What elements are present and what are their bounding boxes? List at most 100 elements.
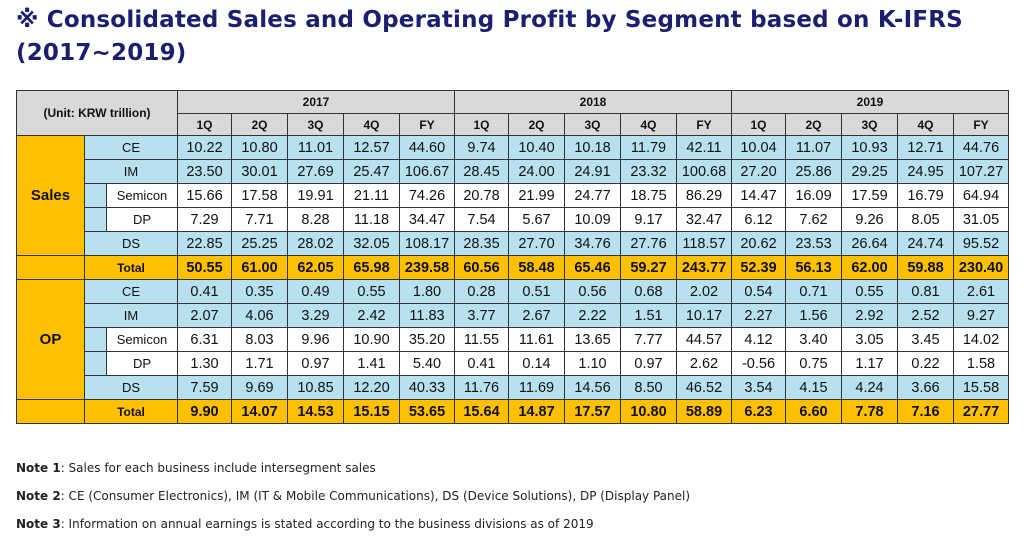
value-cell: 11.55 — [454, 327, 509, 352]
value-cell: 7.16 — [897, 399, 954, 424]
value-cell: 3.77 — [454, 303, 509, 328]
value-cell: 32.05 — [343, 231, 400, 256]
value-cell: 0.35 — [231, 279, 288, 304]
value-cell: 62.05 — [287, 255, 344, 280]
value-cell: 2.52 — [897, 303, 954, 328]
unit-label: (Unit: KRW trillion) — [16, 90, 178, 136]
value-cell: 24.00 — [508, 159, 565, 184]
value-cell: 20.62 — [731, 231, 786, 256]
value-cell: 59.27 — [620, 255, 677, 280]
period-header: FY — [399, 113, 455, 136]
value-cell: 27.70 — [508, 231, 565, 256]
value-cell: 1.41 — [343, 351, 400, 376]
year-header: 2017 — [177, 90, 455, 114]
value-cell: 58.48 — [508, 255, 565, 280]
value-cell: 35.20 — [399, 327, 455, 352]
value-cell: 17.59 — [841, 183, 898, 208]
value-cell: 7.29 — [177, 207, 232, 232]
row-label: Semicon — [106, 183, 178, 208]
value-cell: 3.45 — [897, 327, 954, 352]
value-cell: 17.57 — [564, 399, 621, 424]
period-header: 3Q — [564, 113, 621, 136]
value-cell: 19.91 — [287, 183, 344, 208]
period-header: 2Q — [785, 113, 842, 136]
note-text: : Information on annual earnings is stat… — [60, 517, 594, 531]
value-cell: 28.02 — [287, 231, 344, 256]
value-cell: 52.39 — [731, 255, 786, 280]
value-cell: 14.47 — [731, 183, 786, 208]
value-cell: 16.09 — [785, 183, 842, 208]
value-cell: 118.57 — [676, 231, 732, 256]
table-row: DS 7.59 9.69 10.85 12.20 40.33 11.76 11.69 14.56… — [17, 375, 1009, 400]
value-cell: 65.98 — [343, 255, 400, 280]
period-header: 4Q — [343, 113, 400, 136]
value-cell: 2.02 — [676, 279, 732, 304]
value-cell: 24.74 — [897, 231, 954, 256]
value-cell: 7.71 — [231, 207, 288, 232]
value-cell: 27.20 — [731, 159, 786, 184]
note-3: Note 3: Information on annual earnings i… — [16, 516, 1016, 544]
row-label: DP — [106, 207, 178, 232]
note-label: Note 2 — [16, 489, 61, 503]
value-cell: 0.71 — [785, 279, 842, 304]
value-cell: 32.47 — [676, 207, 732, 232]
period-header: 2Q — [508, 113, 565, 136]
value-cell: 28.35 — [454, 231, 509, 256]
period-header: 3Q — [287, 113, 344, 136]
value-cell: 25.47 — [343, 159, 400, 184]
value-cell: 27.76 — [620, 231, 677, 256]
table-row: OP CE 0.41 0.35 0.49 0.55 1.80 0.28 0.51 0.56 0.68… — [16, 279, 1009, 400]
total-spacer — [16, 255, 85, 280]
value-cell: 44.76 — [953, 135, 1009, 160]
value-cell: 0.49 — [287, 279, 344, 304]
value-cell: 11.01 — [287, 135, 344, 160]
value-cell: 5.67 — [508, 207, 565, 232]
value-cell: 1.71 — [231, 351, 288, 376]
value-cell: 10.18 — [564, 135, 621, 160]
value-cell: 10.22 — [177, 135, 232, 160]
value-cell: 10.04 — [731, 135, 786, 160]
value-cell: 58.89 — [676, 399, 732, 424]
value-cell: 23.50 — [177, 159, 232, 184]
value-cell: 6.31 — [177, 327, 232, 352]
value-cell: 10.90 — [343, 327, 400, 352]
value-cell: 25.86 — [785, 159, 842, 184]
value-cell: 0.41 — [454, 351, 509, 376]
total-label: Total — [84, 255, 178, 280]
value-cell: 0.97 — [287, 351, 344, 376]
value-cell: 1.58 — [953, 351, 1009, 376]
table-row: DP 7.29 7.71 8.28 11.18 34.47 7.54 5.67 10.09 9.1… — [17, 207, 1009, 232]
value-cell: 34.76 — [564, 231, 621, 256]
value-cell: 6.23 — [731, 399, 786, 424]
value-cell: 4.15 — [785, 375, 842, 400]
value-cell: 4.24 — [841, 375, 898, 400]
value-cell: 22.85 — [177, 231, 232, 256]
value-cell: 1.17 — [841, 351, 898, 376]
value-cell: 5.40 — [399, 351, 455, 376]
notes-section: Note 1: Sales for each business include … — [16, 460, 1016, 544]
value-cell: 15.15 — [343, 399, 400, 424]
value-cell: 24.95 — [897, 159, 954, 184]
value-cell: 0.51 — [508, 279, 565, 304]
value-cell: 3.40 — [785, 327, 842, 352]
value-cell: 1.80 — [399, 279, 455, 304]
value-cell: 10.17 — [676, 303, 732, 328]
value-cell: 11.61 — [508, 327, 565, 352]
value-cell: 10.40 — [508, 135, 565, 160]
value-cell: -0.56 — [731, 351, 786, 376]
table-row: Total 50.55 61.00 62.05 65.98 239.58 60.56 58.4… — [16, 255, 1009, 280]
value-cell: 95.52 — [953, 231, 1009, 256]
value-cell: 40.33 — [399, 375, 455, 400]
value-cell: 11.18 — [343, 207, 400, 232]
value-cell: 28.45 — [454, 159, 509, 184]
segment-label: OP — [16, 279, 85, 400]
value-cell: 0.41 — [177, 279, 232, 304]
value-cell: 14.56 — [564, 375, 621, 400]
value-cell: 42.11 — [676, 135, 732, 160]
row-label: Semicon — [106, 327, 178, 352]
value-cell: 14.02 — [953, 327, 1009, 352]
value-cell: 23.32 — [620, 159, 677, 184]
value-cell: 44.57 — [676, 327, 732, 352]
table-row: DP 1.30 1.71 0.97 1.41 5.40 0.41 0.14 1.10 0.97 2.… — [17, 351, 1009, 376]
value-cell: 9.69 — [231, 375, 288, 400]
